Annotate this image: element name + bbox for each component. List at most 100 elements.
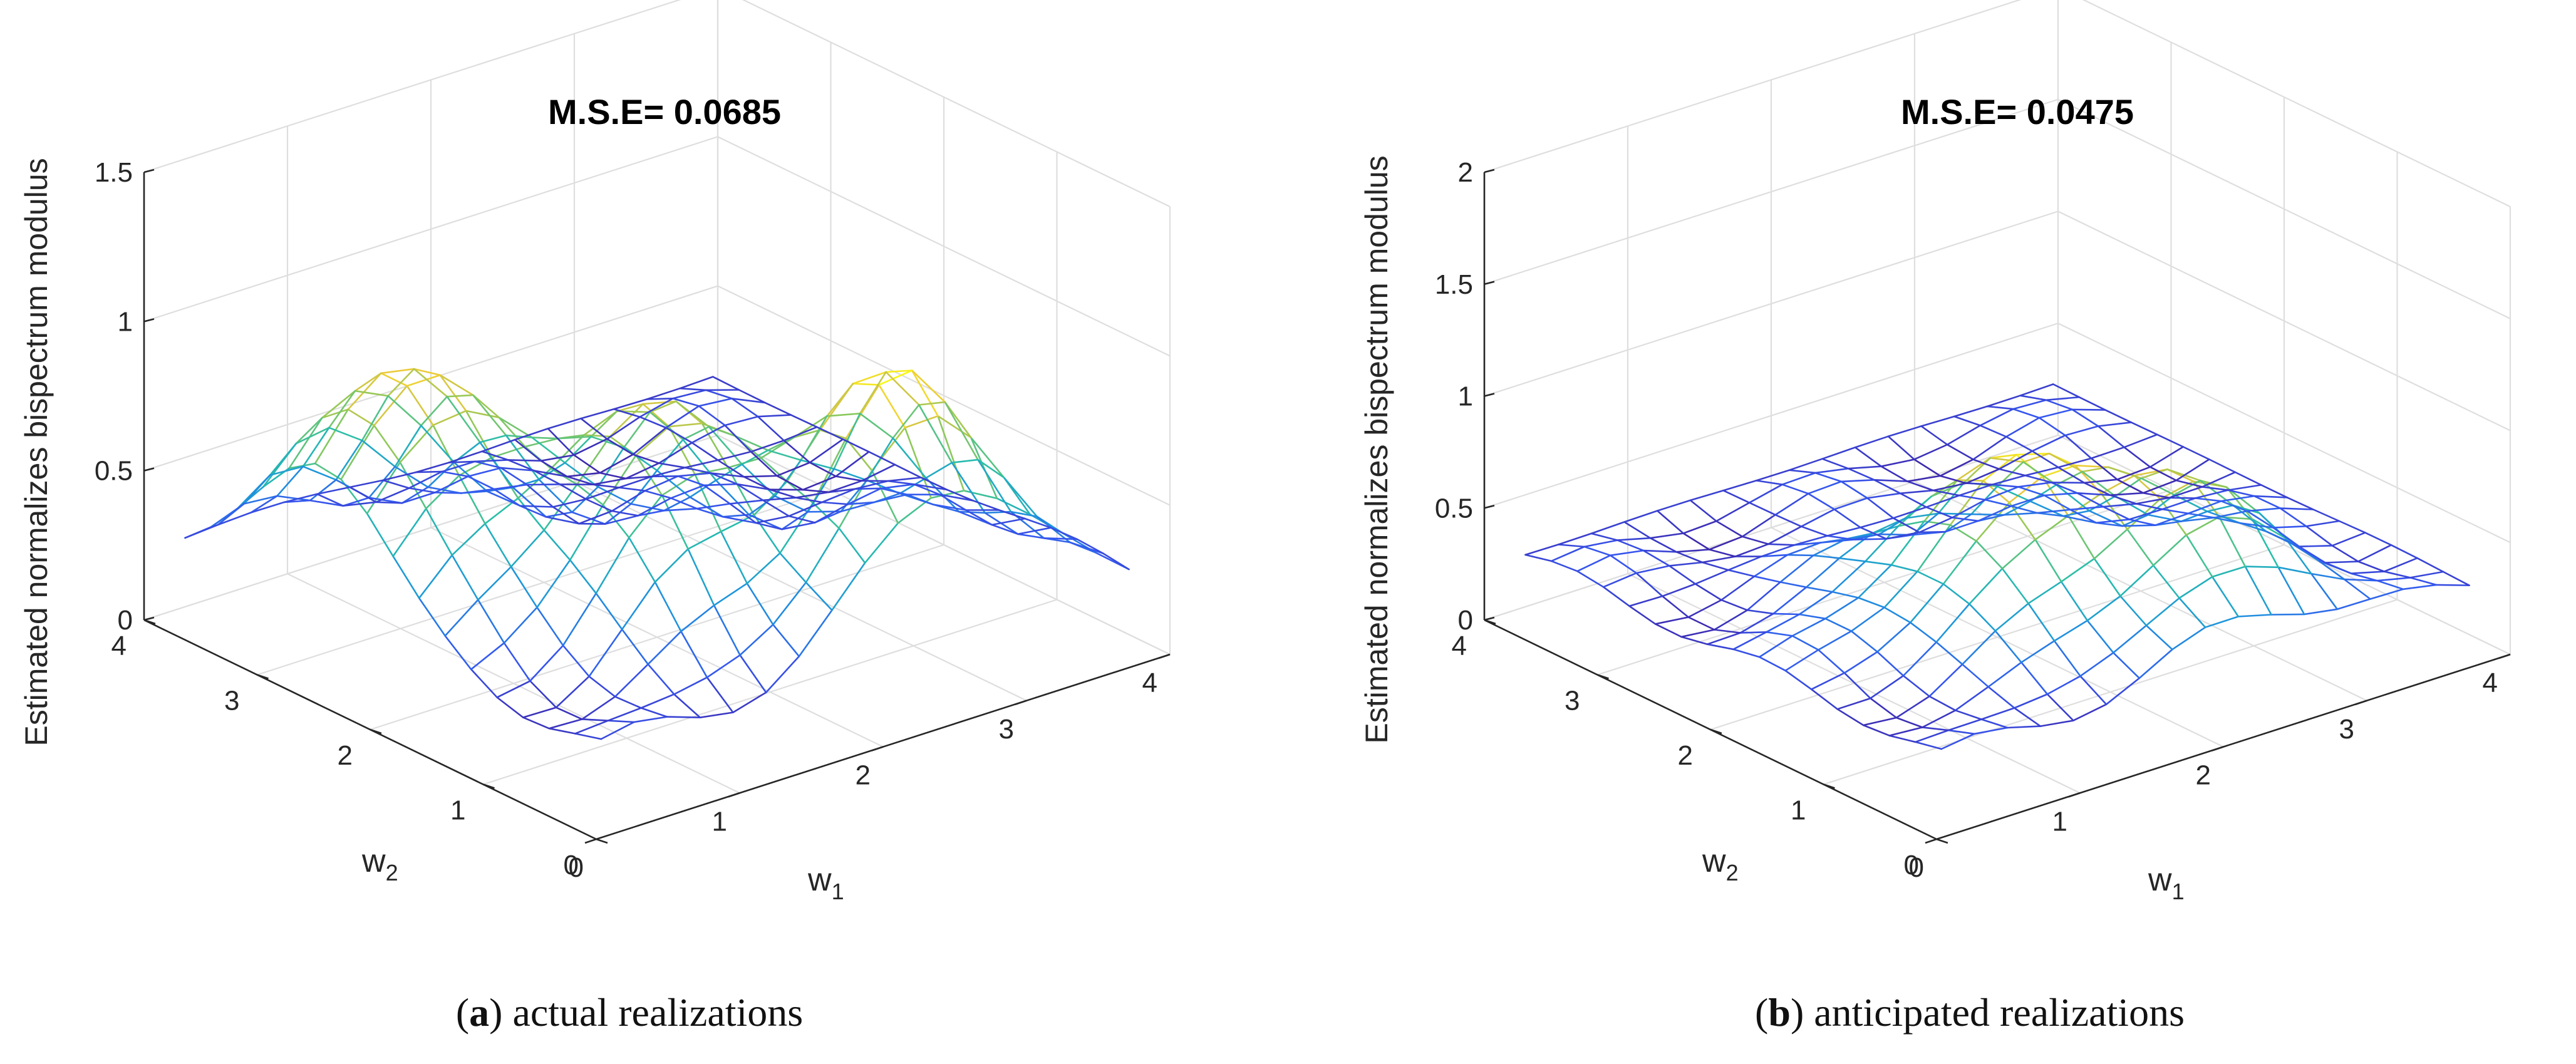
surface-mesh-segment [408,470,443,489]
surface-mesh-segment [2095,522,2123,527]
surface-mesh-segment [1706,632,1742,645]
surface-mesh-segment [342,501,377,507]
surface-mesh-segment [1687,599,1722,618]
surface-mesh-segment [581,696,616,720]
surface-mesh-segment [1870,697,1898,719]
surface-mesh-segment [1739,631,1767,634]
surface-mesh-segment [739,654,767,693]
surface-mesh-segment [467,467,502,478]
surface-mesh-segment [769,488,797,499]
surface-mesh-segment [529,680,557,708]
surface-mesh-segment [887,477,922,482]
x-tick-mark [584,838,597,844]
surface-mesh-segment [2376,579,2404,591]
surface-mesh-segment [557,435,592,440]
surface-mesh-segment [309,478,337,502]
surface-mesh-segment [750,440,785,453]
surface-mesh-segment [852,371,887,385]
surface-mesh-segment [1557,544,1585,548]
surface-mesh-segment [2105,677,2141,705]
surface-mesh-segment [873,493,908,504]
surface-mesh-segment [1994,602,2029,632]
surface-mesh-segment [1824,617,1853,633]
surface-mesh-segment [1980,707,2015,720]
surface-mesh-segment [1708,535,1744,550]
surface-mesh-segment [1805,586,1833,593]
z-tick-label: 2 [1458,157,1473,188]
surface-mesh-segment [2220,495,2255,502]
floor-grid-line [370,544,944,731]
surface-mesh-segment [1675,550,1704,564]
surface-mesh-segment [2402,584,2438,591]
surface-mesh-segment [1951,517,1979,522]
surface-mesh-segment [2218,516,2247,567]
surface-mesh-segment [1876,621,1911,653]
surface-mesh-segment [2416,557,2444,573]
z-tick-label: 0 [1458,605,1473,636]
surface-mesh-segment [349,479,384,488]
surface-mesh-segment [2039,720,2074,727]
surface-mesh-segment [1727,555,1762,571]
surface-mesh-segment [1642,549,1670,567]
y-tick-label: 1 [450,795,465,826]
surface-mesh-segment [2201,471,2237,488]
surface-mesh-segment [1550,560,1578,572]
surface-mesh-segment [434,492,462,494]
surface-mesh-segment [1968,567,2004,605]
surface-mesh-segment [1840,478,1875,483]
surface-mesh-segment [871,470,899,524]
surface-mesh-segment [439,374,474,396]
surface-mesh-segment [1836,708,1865,726]
surface-mesh-segment [713,604,741,656]
surface-mesh-segment [2159,480,2195,500]
surface-mesh-segment [418,554,453,599]
surface-mesh-segment [835,451,870,477]
surface-mesh-segment [1732,648,1761,658]
surface-mesh-segment [1860,526,1888,540]
surface-mesh-segment [637,497,672,517]
surface-mesh-segment [2138,648,2173,679]
surface-mesh-segment [2064,425,2099,436]
surface-mesh-segment [642,403,670,428]
surface-mesh-segment [854,480,889,490]
surface-mesh-segment [366,512,394,557]
surface-mesh-segment [2135,503,2163,510]
x-tick-label: 3 [999,714,1014,745]
z-tick-mark [1484,504,1495,509]
surface-mesh-segment [484,522,512,568]
surface-mesh-segment [2022,452,2051,463]
surface-mesh-segment [2435,584,2470,587]
surface-mesh-segment [1734,543,1769,557]
surface-mesh-segment [654,581,682,633]
surface-mesh-segment [1680,636,1709,645]
surface-mesh-segment [1961,663,1989,688]
wall-grid-line [717,285,1171,506]
surface-mesh-segment [2121,524,2156,527]
surface-mesh-segment [2171,626,2206,651]
surface-mesh-segment [1954,686,1989,711]
surface-mesh-segment [375,501,403,504]
surface-mesh-segment [684,467,712,474]
surface-mesh-segment [991,517,1026,526]
panel-a-surface-mesh [184,368,1130,740]
surface-mesh-segment [1810,672,1846,690]
surface-mesh-segment [328,390,356,429]
surface-mesh-segment [2019,383,2054,397]
surface-mesh-segment [600,721,635,740]
surface-mesh-segment [646,387,681,400]
surface-mesh-segment [1722,480,1757,492]
surface-mesh-segment [623,411,651,448]
surface-mesh-segment [1838,557,1866,562]
x-tick-mark [871,746,884,752]
surface-mesh-segment [585,498,613,512]
surface-mesh-segment [1755,480,1783,486]
surface-mesh-segment [2270,613,2305,616]
surface-mesh-segment [1843,672,1871,700]
surface-mesh-segment [1920,425,1948,446]
surface-mesh-segment [583,410,618,436]
surface-mesh-segment [1741,514,1776,538]
surface-mesh-segment [1761,544,1796,557]
surface-mesh-segment [380,372,408,387]
surface-mesh-segment [2090,457,2118,481]
